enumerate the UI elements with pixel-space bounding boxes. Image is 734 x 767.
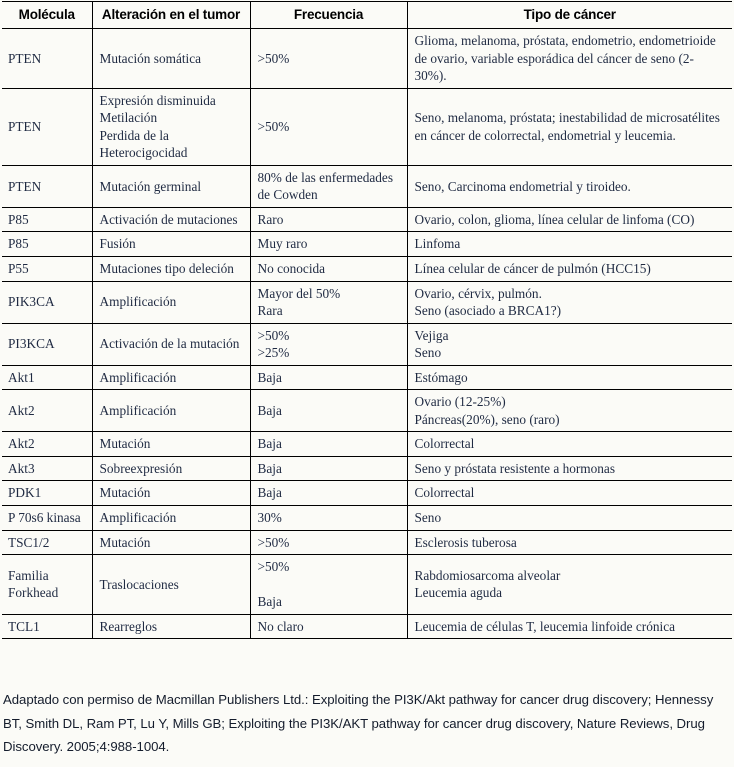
cell-frecuencia: Muy raro [249, 231, 408, 258]
cell-molecula: PDK1 [2, 480, 93, 507]
table-row: PTEN Mutación somática >50% Glioma, melanom… [2, 28, 732, 89]
column-header-tipo-cancer: Tipo de cáncer [406, 1, 732, 29]
cell-molecula: P85 [2, 231, 93, 258]
cell-molecula: P55 [2, 256, 93, 282]
table-body: PTEN Mutación somática >50% Glioma, melanom… [2, 28, 732, 640]
alterations-table-wrapper: Molécula Alteración en el tumor Frecuenc… [2, 1, 732, 640]
cell-alteracion: Amplificación [91, 505, 251, 531]
cell-alteracion: Rearreglos [91, 614, 251, 640]
cell-frecuencia: No conocida [249, 256, 408, 282]
cell-frecuencia: Mayor del 50% Rara [249, 281, 408, 324]
cell-tipo-cancer: Glioma, melanoma, próstata, endometrio, … [406, 28, 732, 89]
cell-tipo-cancer: Seno y próstata resistente a hormonas [406, 456, 732, 482]
cell-tipo-cancer: Seno [406, 505, 732, 531]
cell-alteracion: Traslocaciones [91, 554, 251, 615]
cell-alteracion: Mutación somática [91, 28, 251, 89]
table-row: Akt3 Sobreexpresión Baja Seno y próstata re… [2, 456, 732, 482]
cell-molecula: Akt3 [2, 456, 93, 482]
cell-alteracion: Activación de la mutación [91, 323, 251, 366]
cell-molecula: P 70s6 kinasa [2, 505, 93, 531]
cell-frecuencia: Raro [249, 207, 408, 233]
table-row: Akt2 Mutación Baja Colorrectal [2, 431, 732, 457]
cell-frecuencia: >50% [249, 530, 408, 556]
cell-tipo-cancer: Colorrectal [406, 431, 732, 457]
cell-frecuencia: >50% >25% [249, 323, 408, 366]
cell-alteracion: Amplificación [91, 365, 251, 391]
cell-tipo-cancer: Ovario (12-25%) Páncreas(20%), seno (rar… [406, 389, 732, 433]
column-header-alteracion: Alteración en el tumor [91, 1, 251, 29]
cell-molecula: Akt2 [2, 431, 93, 457]
cell-molecula: PTEN [2, 28, 93, 89]
cell-molecula: Familia Forkhead [2, 554, 93, 615]
cell-tipo-cancer: Ovario, cérvix, pulmón. Seno (asociado a… [406, 281, 732, 324]
cell-molecula: P85 [2, 207, 93, 233]
table-row: Familia Forkhead Traslocaciones >50% Baja R… [2, 554, 732, 615]
table-row: PDK1 Mutación Baja Colorrectal [2, 480, 732, 507]
column-header-frecuencia: Frecuencia [249, 1, 408, 29]
cell-molecula: PTEN [2, 88, 93, 166]
cell-tipo-cancer: Línea celular de cáncer de pulmón (HCC15… [406, 256, 732, 282]
cell-tipo-cancer: Seno, melanoma, próstata; inestabilidad … [406, 88, 732, 166]
table-row: P 70s6 kinasa Amplificación 30% Seno [2, 505, 732, 531]
cell-frecuencia: Baja [249, 365, 408, 391]
cell-molecula: TSC1/2 [2, 530, 93, 556]
cell-alteracion: Expresión disminuida Metilación Perdida … [91, 88, 251, 166]
cell-alteracion: Amplificación [91, 281, 251, 324]
cell-molecula: PI3KCA [2, 323, 93, 366]
cell-tipo-cancer: Rabdomiosarcoma alveolar Leucemia aguda [406, 554, 732, 615]
column-header-molecula: Molécula [2, 1, 93, 29]
cell-alteracion: Mutación germinal [91, 165, 251, 208]
cell-molecula: Akt1 [2, 365, 93, 391]
cell-frecuencia: 30% [249, 505, 408, 531]
cell-frecuencia: Baja [249, 389, 408, 433]
cell-frecuencia: Baja [249, 480, 408, 507]
cell-tipo-cancer: Estómago [406, 365, 732, 391]
table-row: P55 Mutaciones tipo deleción No conocida Lí… [2, 256, 732, 282]
table-header: Molécula Alteración en el tumor Frecuenc… [2, 1, 732, 29]
cell-alteracion: Mutación [91, 480, 251, 507]
table-source-caption: Adaptado con permiso de Macmillan Publis… [3, 692, 714, 754]
cell-alteracion: Mutación [91, 530, 251, 556]
table-row: TSC1/2 Mutación >50% Esclerosis tuberosa [2, 530, 732, 556]
cell-tipo-cancer: Leucemia de células T, leucemia linfoide… [406, 614, 732, 640]
table-row: Akt1 Amplificación Baja Estómago [2, 365, 732, 391]
cell-molecula: Akt2 [2, 389, 93, 433]
cell-molecula: PTEN [2, 165, 93, 208]
table-row: Akt2 Amplificación Baja Ovario (12-25%) Pán… [2, 389, 732, 433]
cell-frecuencia: No claro [249, 614, 408, 640]
cell-molecula: PIK3CA [2, 281, 93, 324]
cell-tipo-cancer: Ovario, colon, glioma, línea celular de … [406, 207, 732, 233]
cell-frecuencia: >50% [249, 28, 408, 89]
cell-tipo-cancer: Linfoma [406, 231, 732, 258]
cell-tipo-cancer: Seno, Carcinoma endometrial y tiroideo. [406, 165, 732, 208]
cell-alteracion: Activación de mutaciones [91, 207, 251, 233]
cell-alteracion: Sobreexpresión [91, 456, 251, 482]
table-row: PI3KCA Activación de la mutación >50% >25%… [2, 323, 732, 366]
alterations-table: Molécula Alteración en el tumor Frecuenc… [2, 1, 732, 640]
table-row: P85 Fusión Muy raro Linfoma [2, 231, 732, 258]
cell-tipo-cancer: Vejiga Seno [406, 323, 732, 366]
table-row: PTEN Mutación germinal 80% de las enfermed… [2, 165, 732, 208]
cell-tipo-cancer: Esclerosis tuberosa [406, 530, 732, 556]
cell-frecuencia: >50% Baja [249, 554, 408, 615]
cell-alteracion: Mutaciones tipo deleción [91, 256, 251, 282]
cell-frecuencia: >50% [249, 88, 408, 166]
cell-frecuencia: Baja [249, 456, 408, 482]
table-row: PTEN Expresión disminuida Metilación Perd… [2, 88, 732, 166]
cell-molecula: TCL1 [2, 614, 93, 640]
cell-frecuencia: 80% de las enfermedades de Cowden [249, 165, 408, 208]
table-row: PIK3CA Amplificación Mayor del 50% Rara Ova… [2, 281, 732, 324]
cell-tipo-cancer: Colorrectal [406, 480, 732, 507]
cell-alteracion: Amplificación [91, 389, 251, 433]
cell-alteracion: Mutación [91, 431, 251, 457]
cell-alteracion: Fusión [91, 231, 251, 258]
cell-frecuencia: Baja [249, 431, 408, 457]
table-header-row: Molécula Alteración en el tumor Frecuenc… [2, 1, 732, 29]
table-row: TCL1 Rearreglos No claro Leucemia de célula… [2, 614, 732, 640]
table-row: P85 Activación de mutaciones Raro Ovario, c… [2, 207, 732, 233]
